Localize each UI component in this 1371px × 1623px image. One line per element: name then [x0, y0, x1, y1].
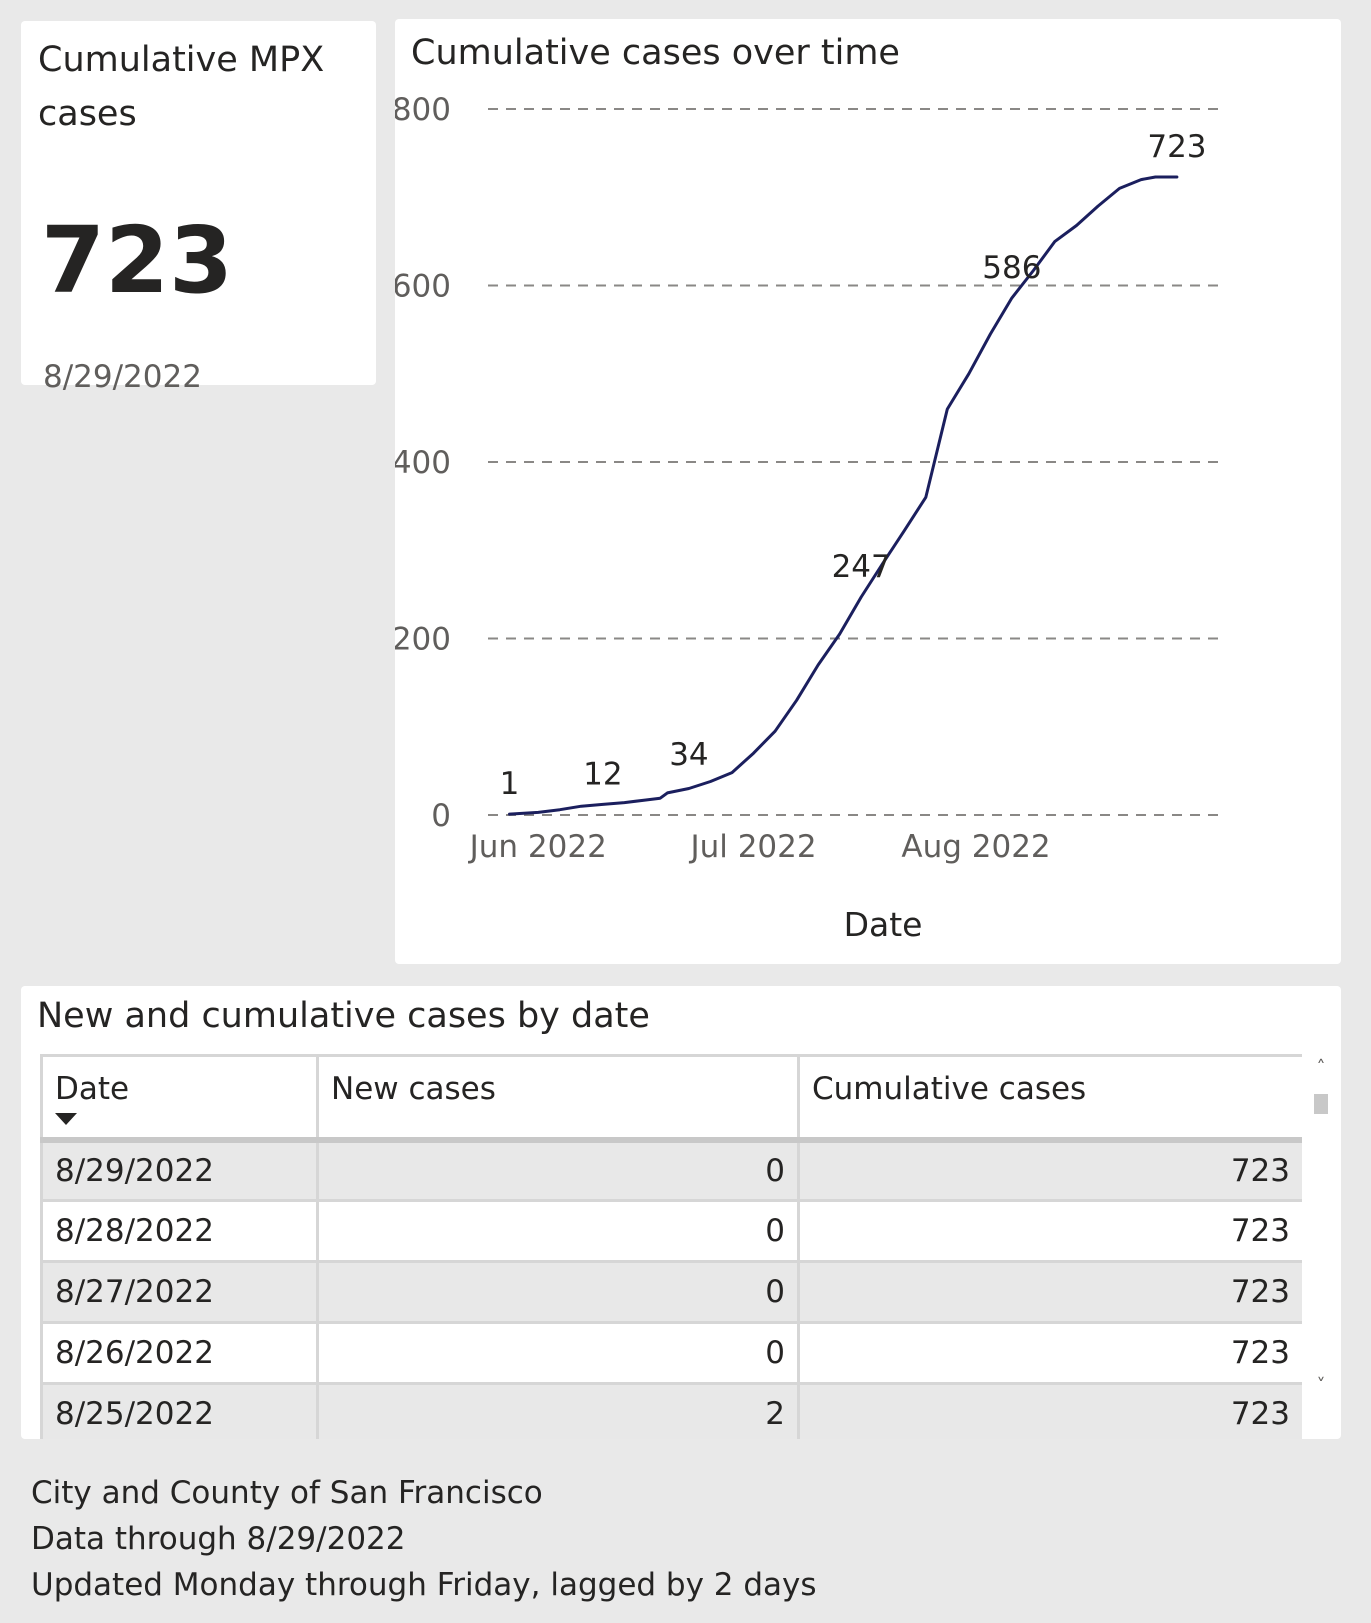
cell-date: 8/26/2022 [40, 1321, 319, 1385]
cell-cumulative-cases: 723 [797, 1260, 1302, 1324]
x-tick-label: Aug 2022 [901, 829, 1050, 865]
line-chart: 0 200 400 600 800 Jun 2022 Jul 2022 Aug 2022 1… [395, 92, 1220, 944]
kpi-date: 8/29/2022 [43, 359, 202, 395]
data-label: 247 [832, 549, 891, 585]
column-header-cumulative-cases[interactable]: Cumulative cases [797, 1054, 1302, 1141]
column-header-date[interactable]: Date [40, 1054, 319, 1141]
column-header-label: Cumulative cases [812, 1071, 1087, 1107]
scroll-up-icon[interactable]: ˄ [1316, 1057, 1326, 1078]
table-row[interactable]: 8/29/2022 0 723 [40, 1138, 1302, 1202]
column-header-label: Date [55, 1071, 130, 1107]
data-label: 723 [1147, 129, 1206, 165]
x-axis-title: Date [844, 905, 923, 944]
series-line [508, 175, 1179, 816]
cases-table: Date New cases Cumulative cases 8/29/202… [40, 1054, 1302, 1439]
scroll-down-icon[interactable]: ˅ [1316, 1375, 1326, 1396]
y-tick-label: 600 [395, 269, 451, 305]
table-card: New and cumulative cases by date Date Ne… [21, 986, 1341, 1439]
cell-cumulative-cases: 723 [797, 1138, 1302, 1202]
chart-card: 0 200 400 600 800 Jun 2022 Jul 2022 Aug 2022 1… [395, 19, 1341, 964]
data-label: 1 [500, 766, 520, 802]
footer-source: City and County of San Francisco [31, 1475, 543, 1511]
table-row[interactable]: 8/25/2022 2 723 [40, 1382, 1302, 1439]
column-header-new-cases[interactable]: New cases [316, 1054, 800, 1141]
y-tick-label: 400 [395, 445, 451, 481]
cell-new-cases: 0 [316, 1138, 800, 1202]
table-row[interactable]: 8/26/2022 0 723 [40, 1321, 1302, 1385]
footer-data-through: Data through 8/29/2022 [31, 1521, 406, 1557]
table-header-row: Date New cases Cumulative cases [40, 1054, 1302, 1141]
x-tick-label: Jul 2022 [688, 829, 816, 865]
cell-date: 8/28/2022 [40, 1199, 319, 1263]
footer-update-schedule: Updated Monday through Friday, lagged by… [31, 1567, 817, 1603]
cell-cumulative-cases: 723 [797, 1199, 1302, 1263]
cell-date: 8/27/2022 [40, 1260, 319, 1324]
y-tick-label: 200 [395, 622, 451, 658]
table-row[interactable]: 8/28/2022 0 723 [40, 1199, 1302, 1263]
kpi-card: Cumulative MPX cases 723 8/29/2022 [21, 21, 376, 395]
kpi-value: 723 [41, 207, 234, 314]
footer-notes: City and County of San Francisco Data th… [31, 1470, 817, 1608]
data-label: 586 [982, 250, 1041, 286]
cell-cumulative-cases: 723 [797, 1382, 1302, 1439]
table-row[interactable]: 8/27/2022 0 723 [40, 1260, 1302, 1324]
table-title: New and cumulative cases by date [37, 996, 650, 1036]
cell-new-cases: 0 [316, 1199, 800, 1263]
column-header-label: New cases [331, 1071, 496, 1107]
cell-new-cases: 2 [316, 1382, 800, 1439]
scroll-thumb[interactable] [1314, 1094, 1328, 1114]
cell-date: 8/25/2022 [40, 1382, 319, 1439]
x-tick-label: Jun 2022 [468, 829, 607, 865]
data-label: 12 [583, 756, 622, 792]
kpi-title: Cumulative MPX cases [38, 40, 325, 134]
table-viewport[interactable]: Date New cases Cumulative cases 8/29/202… [40, 1054, 1302, 1439]
table-scrollbar[interactable]: ˄ ˅ [1312, 1058, 1330, 1418]
cell-date: 8/29/2022 [40, 1138, 319, 1202]
data-label: 34 [669, 737, 708, 773]
chart-title: Cumulative cases over time [411, 33, 900, 73]
sort-descending-icon [55, 1113, 77, 1125]
cell-new-cases: 0 [316, 1260, 800, 1324]
y-tick-label: 0 [431, 798, 451, 834]
y-tick-label: 800 [395, 92, 451, 128]
cell-new-cases: 0 [316, 1321, 800, 1385]
cell-cumulative-cases: 723 [797, 1321, 1302, 1385]
